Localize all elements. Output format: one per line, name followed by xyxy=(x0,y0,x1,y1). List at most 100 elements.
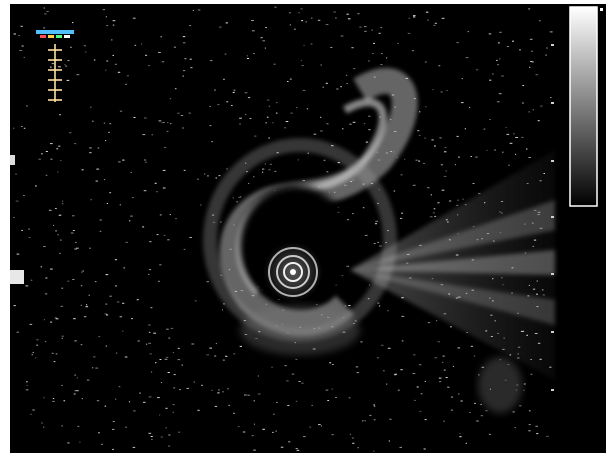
speckle-dot xyxy=(295,358,298,360)
speckle-dot xyxy=(132,446,136,448)
speckle-dot xyxy=(158,120,162,122)
speckle-dot xyxy=(209,60,213,62)
speckle-dot xyxy=(434,22,437,24)
speckle-dot xyxy=(320,116,322,118)
speckle-dot xyxy=(478,374,480,376)
speckle-dot xyxy=(77,425,80,427)
speckle-dot xyxy=(189,58,192,60)
speckle-dot xyxy=(112,54,114,56)
speckle-dot xyxy=(239,117,242,119)
speckle-dot xyxy=(257,375,259,377)
speckle-dot xyxy=(139,392,141,394)
speckle-dot xyxy=(166,130,169,132)
speckle-dot xyxy=(335,284,338,286)
speckle-dot xyxy=(150,307,153,309)
speckle-dot xyxy=(352,437,354,439)
speckle-dot xyxy=(60,159,62,161)
speckle-dot xyxy=(232,412,235,414)
speckle-dot xyxy=(478,193,481,195)
speckle-dot xyxy=(61,203,64,205)
speckle-dot xyxy=(536,433,539,435)
speckle-dot xyxy=(346,13,349,15)
speckle-dot xyxy=(186,387,189,389)
speckle-dot xyxy=(352,442,355,444)
speckle-dot xyxy=(530,373,533,375)
speckle-dot xyxy=(540,105,543,107)
speckle-dot xyxy=(310,17,313,19)
speckle-dot xyxy=(432,212,436,214)
speckle-dot xyxy=(300,60,302,62)
speckle-dot xyxy=(146,343,148,345)
speckle-dot xyxy=(168,434,171,436)
speckle-dot xyxy=(404,158,406,160)
speckle-dot xyxy=(90,106,92,108)
speckle-dot xyxy=(93,59,96,61)
speckle-dot xyxy=(284,365,287,367)
speckle-dot xyxy=(456,42,459,44)
speckle-dot xyxy=(80,304,82,306)
speckle-dot xyxy=(167,239,170,241)
speckle-dot xyxy=(365,141,368,143)
speckle-dot xyxy=(13,33,16,35)
speckle-dot xyxy=(368,60,370,62)
speckle-dot xyxy=(61,337,63,339)
speckle-dot xyxy=(161,61,165,63)
speckle-dot xyxy=(219,26,222,28)
speckle-dot xyxy=(438,377,442,379)
speckle-dot xyxy=(182,127,184,129)
speckle-dot xyxy=(456,135,459,137)
speckle-dot xyxy=(72,279,75,280)
speckle-dot xyxy=(450,396,454,398)
speckle-dot xyxy=(513,133,515,135)
speckle-dot xyxy=(133,117,136,118)
speckle-dot xyxy=(268,169,271,171)
speckle-dot xyxy=(151,438,153,440)
speckle-dot xyxy=(502,151,504,153)
probe-center-icon xyxy=(263,242,323,302)
speckle-dot xyxy=(317,19,321,21)
speckle-dot xyxy=(377,241,379,243)
speckle-dot xyxy=(81,169,84,171)
speckle-dot xyxy=(359,26,362,28)
speckle-dot xyxy=(329,362,332,364)
speckle-dot xyxy=(434,215,437,217)
speckle-dot xyxy=(215,177,217,179)
speckle-dot xyxy=(16,253,20,255)
speckle-dot xyxy=(183,169,186,171)
speckle-dot xyxy=(412,184,416,186)
speckle-dot xyxy=(159,214,162,216)
speckle-dot xyxy=(149,353,152,355)
speckle-dot xyxy=(225,22,228,24)
speckle-dot xyxy=(430,194,432,196)
speckle-dot xyxy=(295,107,298,109)
speckle-dot xyxy=(331,434,334,436)
speckle-dot xyxy=(106,25,109,27)
speckle-dot xyxy=(19,50,23,51)
speckle-dot xyxy=(442,355,445,357)
speckle-dot xyxy=(119,110,123,112)
speckle-dot xyxy=(373,419,376,421)
speckle-dot xyxy=(413,15,416,17)
speckle-dot xyxy=(109,123,112,125)
speckle-dot xyxy=(388,440,390,442)
speckle-dot xyxy=(16,331,19,333)
speckle-dot xyxy=(401,212,404,214)
speckle-dot xyxy=(83,45,86,47)
speckle-dot xyxy=(373,243,376,244)
speckle-dot xyxy=(36,344,38,346)
speckle-dot xyxy=(454,164,456,166)
speckle-dot xyxy=(143,401,146,403)
speckle-dot xyxy=(43,426,45,428)
speckle-dot xyxy=(209,125,212,127)
speckle-dot xyxy=(133,410,136,412)
speckle-dot xyxy=(118,386,121,388)
speckle-dot xyxy=(239,345,242,347)
speckle-dot xyxy=(161,122,163,124)
speckle-dot xyxy=(119,316,123,318)
speckle-dot xyxy=(287,405,290,406)
speckle-dot xyxy=(247,394,250,396)
speckle-dot xyxy=(461,78,463,80)
speckle-dot xyxy=(521,102,524,104)
speckle-dot xyxy=(287,81,289,82)
speckle-dot xyxy=(449,200,452,202)
